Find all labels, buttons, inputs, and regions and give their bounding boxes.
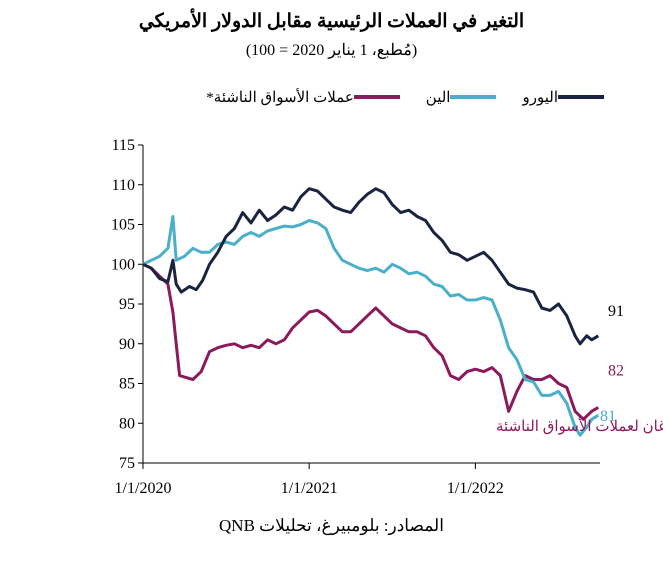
- y-tick-label: 80: [119, 415, 135, 432]
- legend-label-euro: اليورو: [522, 89, 558, 106]
- x-tick-label: 1/1/2022: [447, 480, 504, 497]
- legend-swatch-em: [353, 95, 400, 99]
- y-tick-label: 95: [119, 296, 135, 313]
- legend-item-em: عملات الأسواق الناشئة*: [206, 88, 406, 107]
- legend-swatch-euro: [558, 95, 604, 99]
- legend-swatch-yen: [450, 95, 497, 99]
- y-tick-label: 75: [119, 455, 135, 472]
- y-tick-label: 110: [112, 177, 135, 194]
- em-annotation: *مؤشر جي بي مورغان لعملات الأسواق الناشئ…: [496, 417, 663, 435]
- series-line-0: [142, 187, 600, 346]
- y-tick-label: 90: [119, 336, 135, 353]
- source-note: المصادر: بلومبيرغ، تحليلات QNB: [219, 516, 444, 535]
- end-label-0: 91: [608, 303, 624, 320]
- legend: اليورو الين عملات الأسواق الناشئة*: [130, 86, 610, 108]
- x-tick-label: 1/1/2020: [115, 480, 172, 497]
- y-tick-label: 105: [111, 217, 135, 234]
- chart-subtitle: (مُطبع، 1 يناير 2020 = 100): [245, 42, 418, 59]
- series-line-1: [142, 215, 600, 437]
- end-label-1: 81: [600, 408, 616, 425]
- y-tick-label: 85: [119, 376, 135, 393]
- end-label-2: 82: [608, 363, 624, 380]
- legend-item-yen: الين: [426, 88, 503, 107]
- y-tick-label: 115: [112, 137, 135, 154]
- x-tick-label: 1/1/2021: [281, 480, 338, 497]
- chart-title: التغير في العملات الرئيسية مقابل الدولار…: [138, 11, 525, 32]
- legend-label-yen: الين: [425, 89, 451, 106]
- legend-label-em: عملات الأسواق الناشئة*: [206, 89, 354, 106]
- series-line-2: [142, 262, 600, 421]
- y-tick-label: 100: [111, 256, 135, 273]
- legend-item-euro: اليورو: [522, 88, 610, 107]
